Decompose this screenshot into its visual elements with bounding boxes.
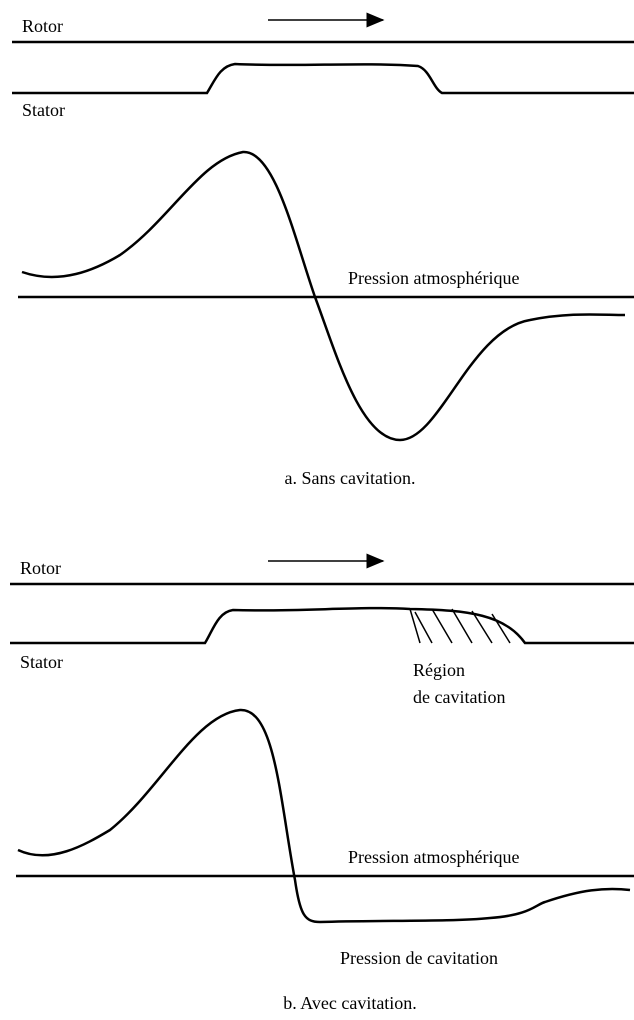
- region-label: Région: [413, 660, 465, 680]
- region-label: de cavitation: [413, 687, 505, 707]
- rotor-label: Rotor: [20, 558, 61, 578]
- pressure-label: Pression atmosphérique: [348, 847, 519, 867]
- cavitation-pressure-label: Pression de cavitation: [340, 948, 498, 968]
- pressure-curve: [17, 708, 631, 924]
- caption: a. Sans cavitation.: [285, 468, 416, 488]
- pressure-label: Pression atmosphérique: [348, 268, 519, 288]
- panel-a: Rotor Stator Pression atmosphérique a. S…: [12, 12, 634, 488]
- stator-line: [12, 62, 634, 95]
- caption: b. Avec cavitation.: [283, 993, 417, 1013]
- cavitation-hatching: [409, 608, 511, 644]
- rotor-label: Rotor: [22, 16, 63, 36]
- panel-b: Rotor Stator Région de cavitation Pressi…: [10, 553, 634, 1013]
- pressure-curve: [21, 150, 626, 442]
- stator-label: Stator: [22, 100, 65, 120]
- stator-label: Stator: [20, 652, 63, 672]
- stator-line: [10, 606, 634, 645]
